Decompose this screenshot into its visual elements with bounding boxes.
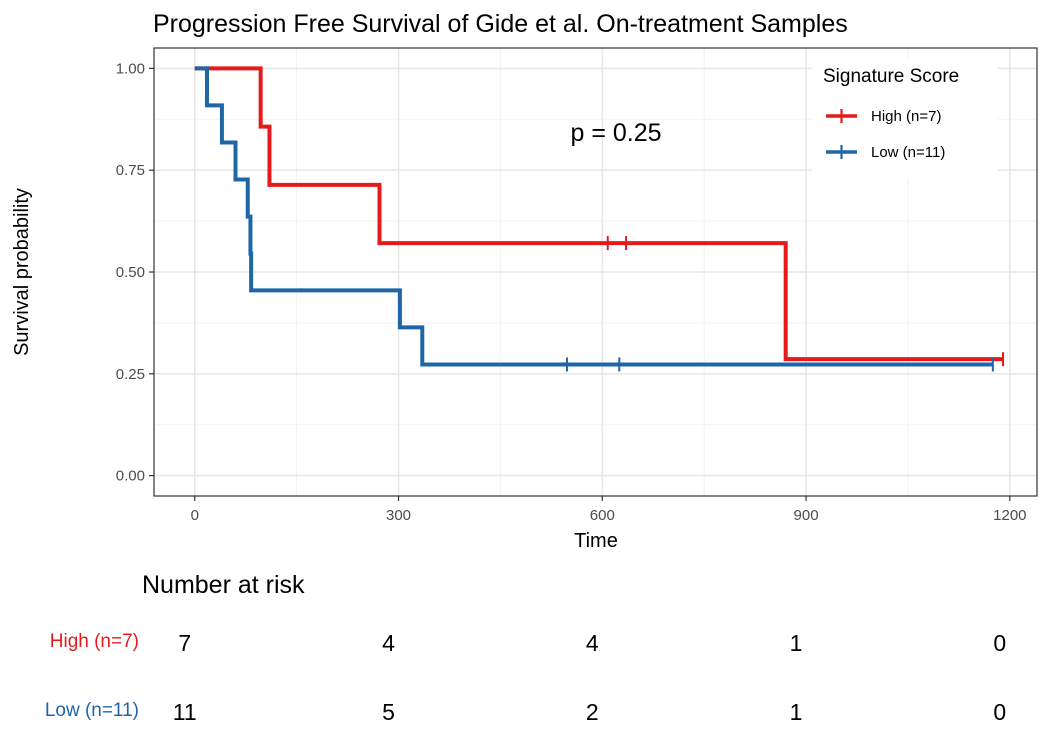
risk-count: 4 <box>382 630 395 656</box>
x-tick-label: 1200 <box>993 507 1026 524</box>
risk-count: 1 <box>790 699 803 725</box>
risk-count: 5 <box>382 699 395 725</box>
y-tick-label: 0.50 <box>116 264 145 281</box>
legend-box <box>812 58 998 178</box>
legend-key <box>826 145 857 159</box>
x-axis-title: Time <box>574 530 618 552</box>
risk-row-label: High (n=7) <box>50 631 139 652</box>
y-tick-label: 1.00 <box>116 60 145 77</box>
survival-curve-low <box>194 66 993 367</box>
risk-count: 0 <box>993 699 1006 725</box>
plot-panel: 0 300 600 900 1200 0.00 0.25 0.50 0.75 1.00 <box>116 47 1038 524</box>
risk-count: 11 <box>173 699 197 725</box>
p-value-annotation: p = 0.25 <box>570 119 661 147</box>
legend-title: Signature Score <box>823 66 959 87</box>
legend: Signature Score High (n=7) Low (n=11) <box>812 58 998 178</box>
x-tick-label: 600 <box>590 507 615 524</box>
risk-row-label: Low (n=11) <box>45 700 139 721</box>
risk-count: 4 <box>586 630 599 656</box>
risk-count: 0 <box>993 630 1006 656</box>
risk-count: 1 <box>790 630 803 656</box>
x-tick-label: 900 <box>794 507 819 524</box>
risk-table-title: Number at risk <box>142 571 305 599</box>
survival-curve-high <box>194 66 1004 362</box>
y-tick-label: 0.75 <box>116 162 145 179</box>
y-axis-title: Survival probability <box>11 188 33 356</box>
legend-items: High (n=7) Low (n=11) <box>826 108 945 161</box>
risk-rows: High (n=7) 7 4 4 1 0 Low (n=11) 11 5 2 1 0 <box>45 630 1006 725</box>
chart-title: Progression Free Survival of Gide et al.… <box>153 10 848 38</box>
risk-count: 2 <box>586 699 599 725</box>
y-tick-label: 0.00 <box>116 468 145 485</box>
legend-label: High (n=7) <box>871 108 941 125</box>
y-tick-label: 0.25 <box>116 366 145 383</box>
x-tick-label: 0 <box>191 507 199 524</box>
legend-key <box>826 109 857 123</box>
legend-label: Low (n=11) <box>871 144 945 161</box>
risk-count: 7 <box>178 630 191 656</box>
x-tick-label: 300 <box>386 507 411 524</box>
risk-table: Number at risk High (n=7) 7 4 4 1 0 Low (n=11)… <box>45 571 1006 725</box>
